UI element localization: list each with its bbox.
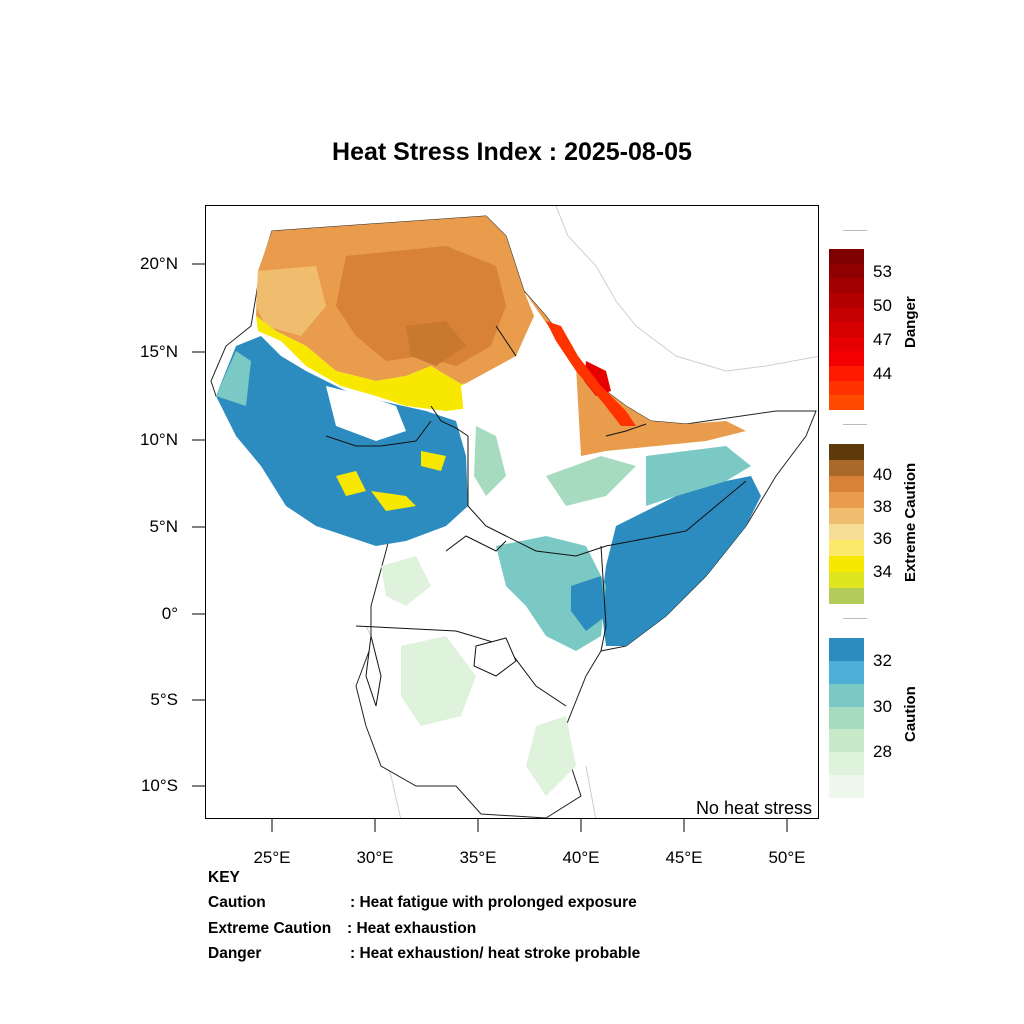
key-desc: : Heat exhaustion (347, 920, 477, 937)
danger-colorbar-title: Danger (902, 296, 919, 348)
colorbar-swatch (829, 752, 864, 776)
lon-label: 30°E (356, 848, 394, 867)
colorbar-swatch (829, 278, 864, 293)
colorbar-swatch (829, 660, 864, 684)
colorbar-swatch (829, 683, 864, 707)
colorbar-swatch (829, 706, 864, 730)
colorbar-swatch (829, 508, 864, 524)
lat-tick-marks (192, 263, 205, 787)
colorbar-tick: 36 (873, 529, 892, 548)
extreme-caution-colorbar (829, 444, 864, 604)
colorbar-tick: 40 (873, 465, 892, 484)
colorbar-separator (843, 424, 867, 425)
colorbar-swatch (829, 366, 864, 381)
danger-colorbar (829, 249, 864, 410)
light-blue-pocket (216, 351, 251, 406)
lat-label: 15°N (140, 342, 178, 361)
lake-victoria (473, 637, 517, 677)
colorbar-tick: 44 (873, 364, 892, 383)
colorbar-swatch (829, 351, 864, 366)
colorbar-swatch (829, 492, 864, 508)
tanzania-pale (401, 636, 576, 796)
yellow-dots (336, 451, 446, 511)
colorbar-tick: 30 (873, 697, 892, 716)
key-heading: KEY (208, 869, 240, 886)
lat-label: 10°S (140, 776, 178, 795)
lon-label: 50°E (768, 848, 806, 867)
danakil-danger-zone (524, 291, 746, 456)
no-heat-stress-label: No heat stress (696, 798, 812, 818)
lat-label: 0° (161, 604, 178, 623)
sudan-inner-darker (336, 246, 506, 366)
colorbar-swatch (829, 588, 864, 604)
map-plot-area: No heat stress (205, 205, 819, 819)
colorbar-tick: 28 (873, 742, 892, 761)
key-desc: : Heat exhaustion/ heat stroke probable (350, 945, 641, 962)
kenya-blue-core (571, 576, 606, 631)
lon-tick-marks (271, 819, 788, 832)
heat-stress-map: No heat stress (210, 206, 818, 818)
colorbar-separator (843, 618, 867, 619)
sudan-pale-edge (256, 266, 326, 336)
colorbar-swatch (829, 556, 864, 572)
colorbar-swatch (829, 638, 864, 661)
colorbar-tick: 47 (873, 330, 892, 349)
lon-label: 25°E (253, 848, 291, 867)
caution-colorbar-title: Caution (902, 686, 919, 742)
lon-label: 35°E (459, 848, 497, 867)
colorbar-swatch (829, 524, 864, 540)
kenya-caution (496, 536, 606, 651)
yellow-band (256, 316, 496, 411)
key-name: Caution (208, 894, 266, 911)
colorbar-swatch (829, 307, 864, 323)
colorbar-tick: 38 (873, 497, 892, 516)
colorbar-swatch (829, 292, 864, 308)
lat-label: 10°N (140, 430, 178, 449)
sudan-hotspot (406, 321, 466, 366)
colorbar-swatch (829, 775, 864, 798)
colorbar-tick: 34 (873, 562, 892, 581)
colorbar-swatch (829, 322, 864, 337)
country-borders (325, 325, 747, 707)
lat-label: 5°S (150, 690, 178, 709)
key-name: Extreme Caution (208, 920, 332, 937)
white-pocket-1 (326, 386, 406, 441)
colorbar-swatch (829, 336, 864, 352)
key-name: Danger (208, 945, 262, 962)
congo-pale (381, 556, 431, 606)
lake-tanganyika (365, 635, 382, 707)
lon-label: 45°E (665, 848, 703, 867)
colorbar-swatch (829, 572, 864, 588)
map-title: Heat Stress Index : 2025-08-05 (332, 138, 692, 166)
colorbar-tick: 32 (873, 651, 892, 670)
somalia-caution (601, 476, 761, 646)
somalia-light (646, 446, 751, 506)
colorbar-swatch (829, 380, 864, 396)
colorbar-swatch (829, 444, 864, 460)
lon-label: 40°E (562, 848, 600, 867)
extreme-caution-colorbar-title: Extreme Caution (902, 462, 919, 582)
colorbar-separator (843, 230, 867, 231)
caution-colorbar (829, 638, 864, 798)
lat-label: 20°N (140, 254, 178, 273)
lat-label: 5°N (149, 517, 178, 536)
colorbar-swatch (829, 540, 864, 556)
colorbar-swatch (829, 263, 864, 279)
colorbar-tick: 50 (873, 296, 892, 315)
colorbar-swatch (829, 476, 864, 492)
colorbar-swatch (829, 395, 864, 410)
colorbar-swatch (829, 460, 864, 476)
colorbar-tick: 53 (873, 262, 892, 281)
colorbar-swatch (829, 729, 864, 753)
ethiopia-green-fringe (474, 426, 636, 506)
red-coast-strip (546, 321, 636, 426)
key-desc: : Heat fatigue with prolonged exposure (350, 894, 637, 911)
colorbar-swatch (829, 249, 864, 264)
